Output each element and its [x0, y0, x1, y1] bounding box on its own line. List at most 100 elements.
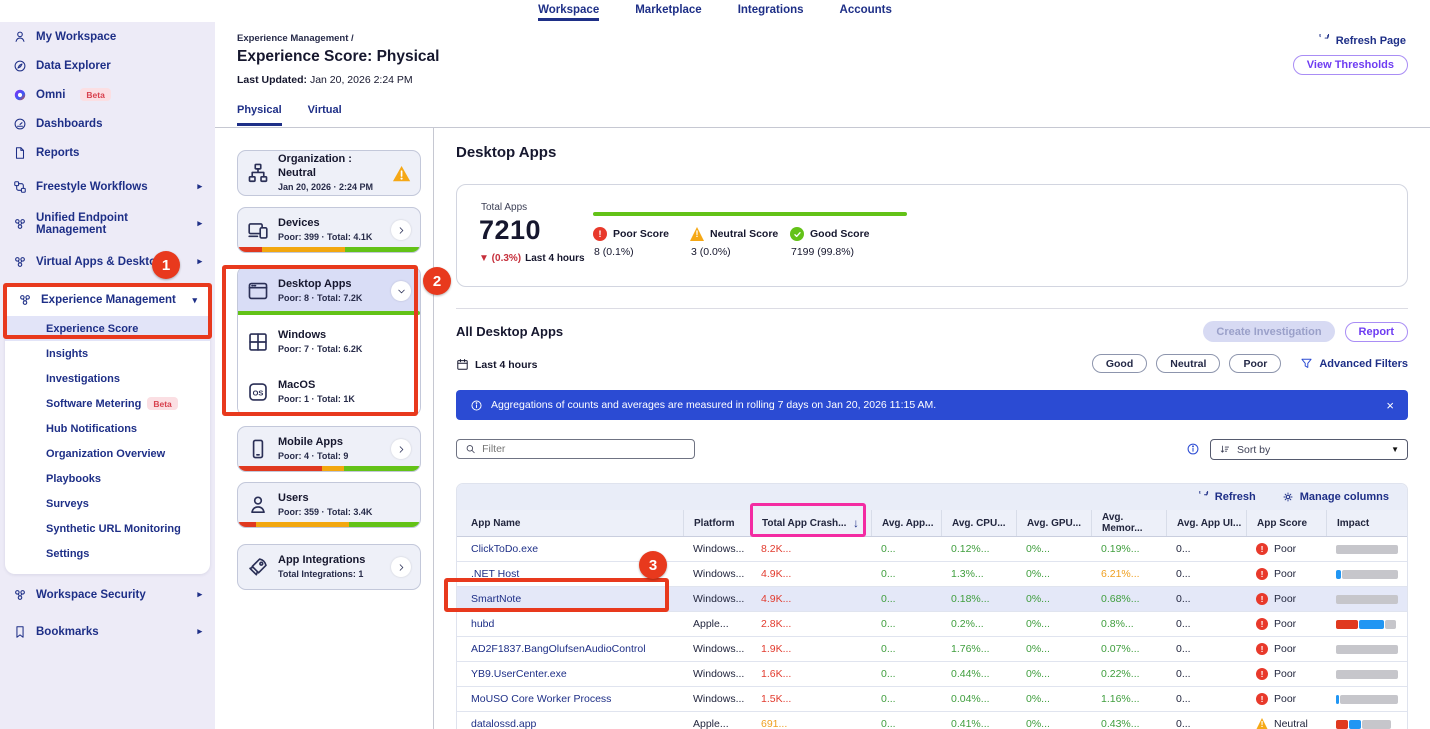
- app-name-link[interactable]: MoUSO Core Worker Process: [471, 693, 612, 705]
- sidebar-item-settings[interactable]: Settings: [46, 547, 90, 560]
- table-row[interactable]: .NET Host Windows... 4.9K... 0... 1.3%..…: [457, 562, 1407, 587]
- app-name-link[interactable]: ClickToDo.exe: [471, 543, 539, 555]
- col-total-app-crash[interactable]: Total App Crash... ↓: [751, 510, 871, 536]
- col-avg-app[interactable]: Avg. App...: [871, 510, 941, 536]
- app-integrations-card[interactable]: App Integrations Total Integrations: 1: [237, 544, 421, 590]
- table-body: ClickToDo.exe Windows... 8.2K... 0... 0.…: [457, 537, 1407, 729]
- chevron-right-icon: ▸: [197, 181, 202, 191]
- app-name-link[interactable]: hubd: [471, 618, 495, 630]
- sidebar-item-surveys[interactable]: Surveys: [46, 497, 89, 510]
- table-row[interactable]: ClickToDo.exe Windows... 8.2K... 0... 0.…: [457, 537, 1407, 562]
- sidebar-item-software-metering[interactable]: Software Metering Beta: [5, 391, 210, 416]
- chevron-right-icon[interactable]: [391, 439, 411, 459]
- section-title: Desktop Apps: [456, 144, 557, 161]
- legend-poor-score: ! Poor Score 8 (0.1%): [593, 227, 670, 258]
- svg-text:OS: OS: [253, 388, 264, 397]
- users-card[interactable]: Users Poor: 359 · Total: 3.4K: [237, 482, 421, 528]
- chevron-right-icon[interactable]: [391, 557, 411, 577]
- col-app-name[interactable]: App Name: [471, 517, 521, 529]
- devices-card[interactable]: Devices Poor: 399 · Total: 4.1K: [237, 207, 421, 253]
- windows-card[interactable]: Windows Poor: 7 · Total: 6.2K: [238, 319, 420, 365]
- close-icon[interactable]: ×: [1386, 397, 1394, 413]
- table-row[interactable]: hubd Apple... 2.8K... 0... 0.2%... 0%...…: [457, 612, 1407, 637]
- sidebar-item-organization-overview[interactable]: Organization Overview: [46, 447, 166, 460]
- tab-accounts[interactable]: Accounts: [839, 4, 892, 16]
- sidebar-item-hub-notifications[interactable]: Hub Notifications: [46, 422, 138, 435]
- breadcrumb[interactable]: Experience Management /: [237, 33, 354, 44]
- table-row[interactable]: SmartNote Windows... 4.9K... 0... 0.18%.…: [457, 587, 1407, 612]
- sidebar-item-data-explorer[interactable]: Data Explorer: [0, 51, 215, 80]
- filter-input[interactable]: [482, 443, 686, 455]
- info-icon[interactable]: [1186, 442, 1200, 456]
- mobile-apps-card[interactable]: Mobile Apps Poor: 4 · Total: 9: [237, 426, 421, 472]
- avg-memory-cell: 0.07%...: [1101, 643, 1140, 655]
- sidebar-item-insights[interactable]: Insights: [46, 347, 89, 360]
- app-name-link[interactable]: .NET Host: [471, 568, 520, 580]
- sidebar-item-virtual-apps-desktops[interactable]: Virtual Apps & Desktops ▸: [0, 247, 215, 276]
- tab-marketplace[interactable]: Marketplace: [635, 4, 702, 16]
- macos-card[interactable]: OS MacOS Poor: 1 · Total: 1K: [238, 369, 420, 415]
- col-avg-gpu[interactable]: Avg. GPU...: [1016, 510, 1091, 536]
- chevron-down-icon[interactable]: [391, 281, 411, 301]
- col-app-score[interactable]: App Score: [1246, 510, 1326, 536]
- omni-icon: [14, 89, 26, 100]
- report-button[interactable]: Report: [1344, 321, 1408, 342]
- avg-cpu-cell: 0.18%...: [951, 593, 990, 605]
- impact-bar: [1336, 644, 1398, 654]
- sidebar-item-label: Freestyle Workflows: [36, 180, 148, 193]
- cluster-icon: [15, 256, 25, 267]
- view-thresholds-button[interactable]: View Thresholds: [1292, 55, 1408, 75]
- table-row[interactable]: YB9.UserCenter.exe Windows... 1.6K... 0.…: [457, 662, 1407, 687]
- refresh-button[interactable]: Refresh: [1197, 491, 1256, 503]
- tab-integrations[interactable]: Integrations: [737, 4, 804, 16]
- app-name-link[interactable]: YB9.UserCenter.exe: [471, 668, 567, 680]
- app-name-link[interactable]: datalossd.app: [471, 718, 537, 729]
- col-avg-cpu[interactable]: Avg. CPU...: [941, 510, 1016, 536]
- table-row[interactable]: AD2F1837.BangOlufsenAudioControl Windows…: [457, 637, 1407, 662]
- document-icon: [15, 146, 25, 159]
- sidebar-item-experience-score[interactable]: Experience Score: [5, 316, 210, 341]
- filter-neutral-button[interactable]: Neutral: [1156, 354, 1221, 373]
- sidebar-item-reports[interactable]: Reports: [0, 138, 215, 167]
- advanced-filters-button[interactable]: Advanced Filters: [1300, 357, 1408, 370]
- main-content: Experience Management / Experience Score…: [215, 22, 1430, 729]
- app-name-link[interactable]: SmartNote: [471, 593, 522, 605]
- sidebar-item-unified-endpoint-management[interactable]: Unified Endpoint Management ▸: [0, 209, 215, 238]
- desktop-apps-card[interactable]: Desktop Apps Poor: 8 · Total: 7.2K: [238, 267, 420, 315]
- sidebar-item-experience-management[interactable]: Experience Management ▾: [5, 284, 210, 316]
- sidebar-item-workspace-security[interactable]: Workspace Security ▸: [0, 580, 215, 609]
- col-avg-memory[interactable]: Avg. Memor...: [1091, 510, 1166, 536]
- sidebar-item-dashboards[interactable]: Dashboards: [0, 109, 215, 138]
- filter-good-button[interactable]: Good: [1091, 354, 1148, 373]
- sort-by-select[interactable]: Sort by ▼: [1210, 439, 1408, 460]
- sidebar-item-bookmarks[interactable]: Bookmarks ▸: [0, 617, 215, 646]
- chevron-right-icon[interactable]: [391, 220, 411, 240]
- sidebar-item-synthetic-url-monitoring[interactable]: Synthetic URL Monitoring: [46, 522, 181, 535]
- col-platform[interactable]: Platform: [683, 510, 751, 536]
- rocket-icon: [249, 558, 267, 576]
- sidebar-item-omni[interactable]: Omni Beta: [0, 80, 215, 109]
- time-range[interactable]: Last 4 hours: [456, 358, 537, 371]
- avg-cpu-cell: 0.44%...: [951, 668, 990, 680]
- table-row[interactable]: datalossd.app Apple... 691... 0... 0.41%…: [457, 712, 1407, 729]
- col-impact[interactable]: Impact: [1326, 510, 1407, 536]
- sidebar-item-freestyle-workflows[interactable]: Freestyle Workflows ▸: [0, 172, 215, 201]
- table-row[interactable]: MoUSO Core Worker Process Windows... 1.5…: [457, 687, 1407, 712]
- cluster-icon: [15, 589, 25, 600]
- tab-physical[interactable]: Physical: [237, 104, 282, 126]
- tab-workspace[interactable]: Workspace: [538, 4, 600, 21]
- sidebar-item-label: Unified Endpoint Management: [36, 211, 128, 236]
- filter-poor-button[interactable]: Poor: [1229, 354, 1282, 373]
- sidebar-item-investigations[interactable]: Investigations: [46, 372, 120, 385]
- compass-icon: [14, 60, 26, 71]
- app-name-link[interactable]: AD2F1837.BangOlufsenAudioControl: [471, 643, 646, 655]
- tab-virtual[interactable]: Virtual: [307, 104, 342, 116]
- manage-columns-button[interactable]: Manage columns: [1282, 491, 1389, 503]
- col-avg-app-ui[interactable]: Avg. App UI...: [1166, 510, 1246, 536]
- refresh-page-button[interactable]: Refresh Page: [1317, 34, 1406, 47]
- sidebar-item-my-workspace[interactable]: My Workspace: [0, 22, 215, 51]
- avg-app-ui-cell: 0...: [1176, 543, 1191, 555]
- organization-card[interactable]: Organization : Neutral Jan 20, 2026 · 2:2…: [237, 150, 421, 196]
- create-investigation-button[interactable]: Create Investigation: [1203, 321, 1335, 342]
- sidebar-item-playbooks[interactable]: Playbooks: [46, 472, 102, 485]
